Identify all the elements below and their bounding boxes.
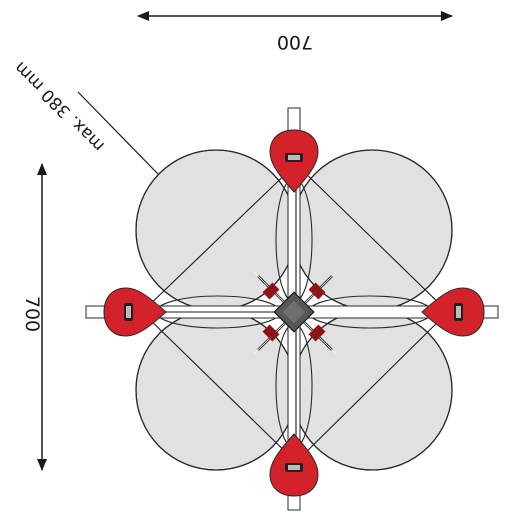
- side-dimension: 700: [21, 163, 47, 471]
- handle-left: [103, 287, 167, 337]
- handle-right: [421, 287, 485, 337]
- side-dimension-label: 700: [21, 296, 43, 332]
- diagonal-label: max. 380 mm: [11, 57, 109, 155]
- handle-top: [269, 129, 319, 193]
- top-dimension: 700: [137, 11, 453, 53]
- diagonal-leader-line: [77, 91, 159, 175]
- top-dimension-label: 700: [277, 31, 313, 53]
- central-hub: [253, 271, 337, 355]
- diagonal-annotation: max. 380 mm: [11, 57, 159, 175]
- handle-bottom: [269, 433, 319, 497]
